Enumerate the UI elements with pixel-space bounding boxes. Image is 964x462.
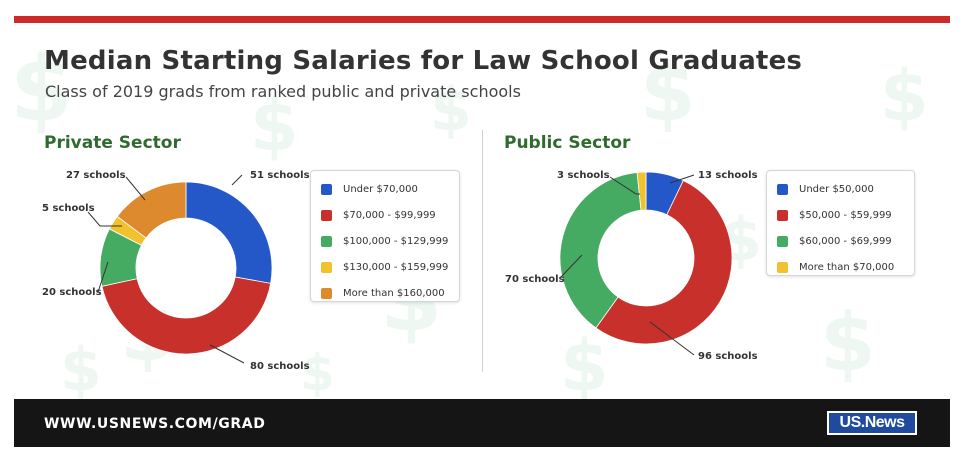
public-legend-swatch xyxy=(777,261,788,273)
private-legend-swatch xyxy=(321,261,332,273)
svg-text:$: $ xyxy=(880,55,929,137)
svg-text:$: $ xyxy=(250,85,299,167)
public-legend-label: $50,000 - $59,999 xyxy=(799,209,892,221)
public-callout-line-2 xyxy=(559,254,583,279)
public-callout-line-3 xyxy=(609,176,640,195)
public-legend-label: $60,000 - $69,999 xyxy=(799,235,892,247)
usnews-logo[interactable]: US.News xyxy=(827,411,917,435)
public-callout-line-0 xyxy=(669,174,695,184)
private-legend-item-100-000-129-999: $100,000 - $129,999 xyxy=(321,233,448,249)
private-sector-title: Private Sector xyxy=(44,133,181,153)
private-callout-label-0: 51 schools xyxy=(250,170,310,181)
private-legend-label: More than $160,000 xyxy=(343,287,445,299)
public-callout-label-3: 3 schools xyxy=(557,170,610,181)
public-slice-50-000-59-999 xyxy=(595,179,733,345)
private-callout-line-1 xyxy=(209,344,245,364)
svg-text:$: $ xyxy=(10,37,73,142)
private-legend-item-more-than-160-000: More than $160,000 xyxy=(321,285,445,301)
private-legend-swatch xyxy=(321,287,332,299)
svg-text:$: $ xyxy=(300,344,335,400)
top-accent-bar xyxy=(14,16,950,23)
footer-bar: WWW.USNEWS.COM/GRAD US.News xyxy=(14,399,950,447)
private-legend-item-70-000-99-999: $70,000 - $99,999 xyxy=(321,207,436,223)
public-legend-item-60-000-69-999: $60,000 - $69,999 xyxy=(777,233,892,249)
donut-charts: 51 schools 80 schools 20 schools 5 schools 2… xyxy=(42,170,758,372)
private-legend-item-under-70-000: Under $70,000 xyxy=(321,181,418,197)
public-legend-swatch xyxy=(777,209,788,221)
private-legend-label: $100,000 - $129,999 xyxy=(343,235,449,247)
svg-text:$: $ xyxy=(560,325,609,400)
footer-url[interactable]: WWW.USNEWS.COM/GRAD xyxy=(44,416,266,432)
private-legend-swatch xyxy=(321,183,332,195)
private-legend-label: $130,000 - $159,999 xyxy=(343,261,449,273)
public-callout-line-1 xyxy=(649,321,695,356)
public-callout-label-0: 13 schools xyxy=(698,170,758,181)
public-legend-item-50-000-59-999: $50,000 - $59,999 xyxy=(777,207,892,223)
page-title: Median Starting Salaries for Law School … xyxy=(44,46,803,76)
public-legend-item-under-50-000: Under $50,000 xyxy=(777,181,874,197)
public-slice-more-than-70-000 xyxy=(636,171,647,211)
public-legend-label: More than $70,000 xyxy=(799,261,895,273)
private-legend-label: $70,000 - $99,999 xyxy=(343,209,436,221)
public-sector-title: Public Sector xyxy=(504,133,631,153)
public-legend-label: Under $50,000 xyxy=(799,183,874,195)
private-sector-legend: Under $70,000 $70,000 - $99,999 $100,000 -… xyxy=(310,170,460,302)
private-slice-under-70-000 xyxy=(185,181,273,284)
page-subtitle: Class of 2019 grads from ranked public a… xyxy=(45,82,521,101)
private-callout-line-3 xyxy=(87,211,122,227)
public-callout-label-1: 96 schools xyxy=(698,351,758,362)
svg-text:$: $ xyxy=(820,296,876,389)
private-callout-label-4: 27 schools xyxy=(66,170,126,181)
private-legend-swatch xyxy=(321,209,332,221)
private-legend-item-130-000-159-999: $130,000 - $159,999 xyxy=(321,259,448,275)
private-slice-70-000-99-999 xyxy=(101,276,272,355)
public-slice-60-000-69-999 xyxy=(559,172,642,329)
private-slice-more-than-160-000 xyxy=(116,181,187,239)
private-callout-line-0 xyxy=(231,174,243,186)
private-callout-label-1: 80 schools xyxy=(250,361,310,372)
svg-text:$: $ xyxy=(60,335,102,400)
private-callout-label-2: 20 schools xyxy=(42,287,102,298)
section-divider xyxy=(482,130,483,372)
private-callout-label-3: 5 schools xyxy=(42,203,95,214)
public-legend-swatch xyxy=(777,235,788,247)
private-callout-line-4 xyxy=(125,176,146,201)
public-legend-swatch xyxy=(777,183,788,195)
logo-text: US.News xyxy=(839,414,905,431)
private-legend-swatch xyxy=(321,235,332,247)
svg-text:$: $ xyxy=(640,46,696,139)
private-callout-line-2 xyxy=(97,261,109,293)
public-sector-legend: Under $50,000 $50,000 - $59,999 $60,000 - … xyxy=(766,170,915,276)
private-legend-label: Under $70,000 xyxy=(343,183,418,195)
public-legend-item-more-than-70-000: More than $70,000 xyxy=(777,259,894,275)
public-callout-label-2: 70 schools xyxy=(505,274,565,285)
svg-text:$: $ xyxy=(430,75,472,145)
